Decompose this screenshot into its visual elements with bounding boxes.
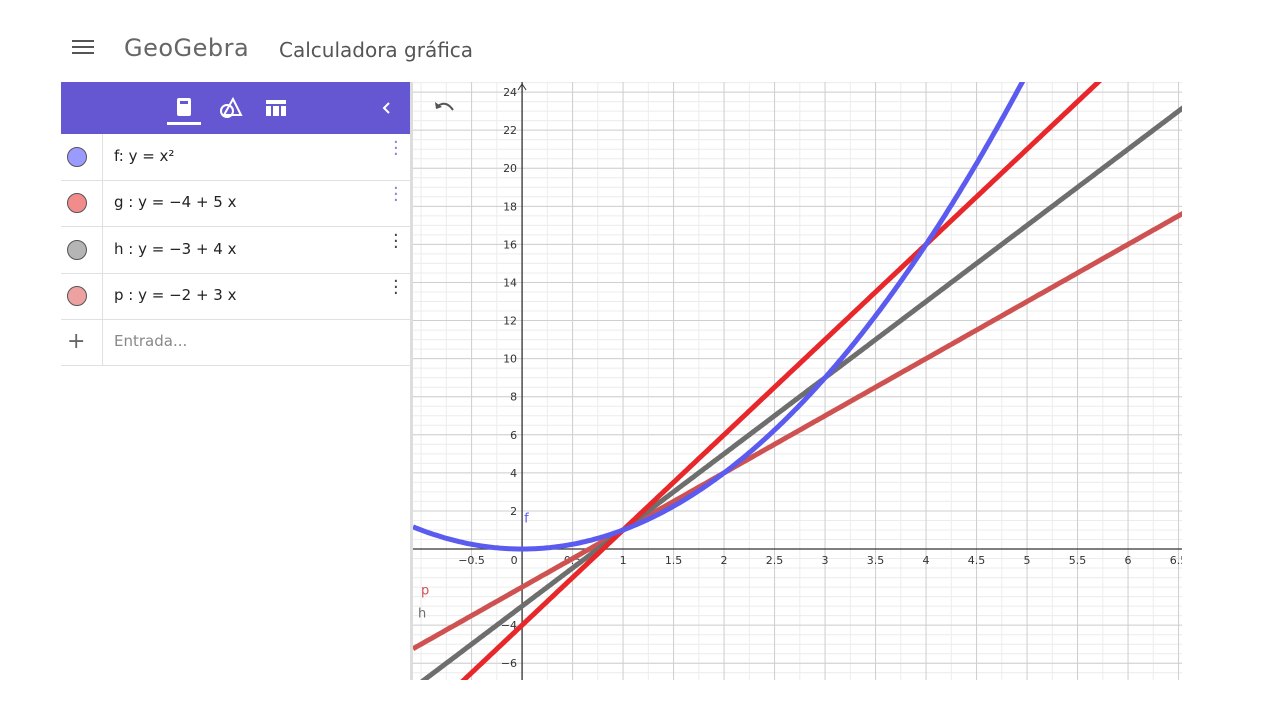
x-tick-label: 2.5 — [766, 554, 784, 567]
tab-underline — [167, 122, 201, 125]
y-axis-arrow — [517, 83, 527, 91]
x-tick-label: 5.5 — [1069, 554, 1087, 567]
table-icon[interactable] — [266, 100, 286, 116]
y-tick-label: 10 — [503, 353, 517, 366]
row-menu[interactable]: · · · — [393, 132, 399, 165]
app-title: Calculadora gráfica — [279, 38, 474, 62]
x-tick-label: 4.5 — [968, 554, 986, 567]
row-menu[interactable]: · · · — [393, 270, 399, 304]
x-tick-label: 5 — [1024, 554, 1031, 567]
algebra-text: g : y = −4 + 5 x — [114, 193, 237, 212]
y-tick-label: 24 — [503, 86, 517, 99]
y-tick-label: 20 — [503, 162, 517, 175]
y-tick-label: 4 — [510, 467, 517, 480]
x-tick-label: 1 — [620, 554, 627, 567]
calculator-icon[interactable] — [177, 98, 191, 116]
x-tick-label: 1.5 — [665, 554, 683, 567]
algebra-row[interactable]: p : y = −2 + 3 x · · · — [61, 270, 410, 320]
row-menu[interactable]: · · · — [393, 224, 399, 258]
toolbar-icons — [167, 96, 390, 125]
y-tick-label: 18 — [503, 200, 517, 213]
logo: GeoGebra — [124, 34, 250, 62]
x-tick-label: 0 — [511, 554, 518, 567]
function-curve — [413, 211, 1182, 651]
add-icon: + — [67, 329, 86, 354]
menu-button[interactable] — [72, 40, 94, 54]
visibility-toggle[interactable] — [67, 239, 87, 260]
curve-label: f — [524, 511, 529, 526]
y-tick-label: −4 — [501, 619, 517, 632]
algebra-text: h : y = −3 + 4 x — [114, 239, 237, 258]
visibility-toggle[interactable] — [67, 147, 87, 167]
y-tick-label: 22 — [503, 124, 517, 137]
algebra-row[interactable]: g : y = −4 + 5 x · · · — [61, 178, 410, 228]
toolbar — [61, 82, 410, 134]
function-curve — [413, 82, 1026, 552]
y-tick-label: 14 — [503, 276, 517, 289]
function-curve — [420, 105, 1182, 680]
algebra-row[interactable]: f: y = x² · · · — [61, 134, 410, 181]
undo-button[interactable] — [432, 98, 456, 118]
collapse-button[interactable] — [382, 102, 390, 114]
algebra-text: p : y = −2 + 3 x — [114, 285, 237, 304]
input-placeholder: Entrada... — [114, 332, 188, 350]
y-tick-label: 2 — [510, 505, 517, 518]
algebra-text: f: y = x² — [114, 147, 175, 165]
y-tick-label: −6 — [501, 657, 517, 670]
x-tick-label: 3 — [822, 554, 829, 567]
function-curve — [460, 82, 1103, 680]
y-tick-label: 12 — [503, 315, 517, 328]
x-tick-label: 6.5 — [1170, 554, 1182, 567]
visibility-toggle[interactable] — [67, 193, 87, 214]
geometry-icon[interactable] — [220, 96, 243, 118]
visibility-toggle[interactable] — [67, 285, 87, 306]
x-tick-label: −0.5 — [458, 554, 485, 567]
x-tick-label: 2 — [721, 554, 728, 567]
x-tick-label: 3.5 — [867, 554, 885, 567]
y-tick-label: 8 — [510, 391, 517, 404]
curve-label: h — [418, 607, 426, 622]
x-tick-label: 4 — [923, 554, 930, 567]
x-tick-label: 6 — [1125, 554, 1132, 567]
y-tick-label: 16 — [503, 238, 517, 251]
y-tick-label: 6 — [510, 429, 517, 442]
algebra-row[interactable]: h : y = −3 + 4 x · · · — [61, 224, 410, 274]
graphics-view[interactable]: −0.500.511.522.533.544.555.566.5−6−42468… — [410, 82, 1182, 680]
row-menu[interactable]: · · · — [393, 178, 399, 212]
curve-label: p — [421, 584, 429, 599]
input-row[interactable]: + Entrada... — [61, 319, 410, 366]
